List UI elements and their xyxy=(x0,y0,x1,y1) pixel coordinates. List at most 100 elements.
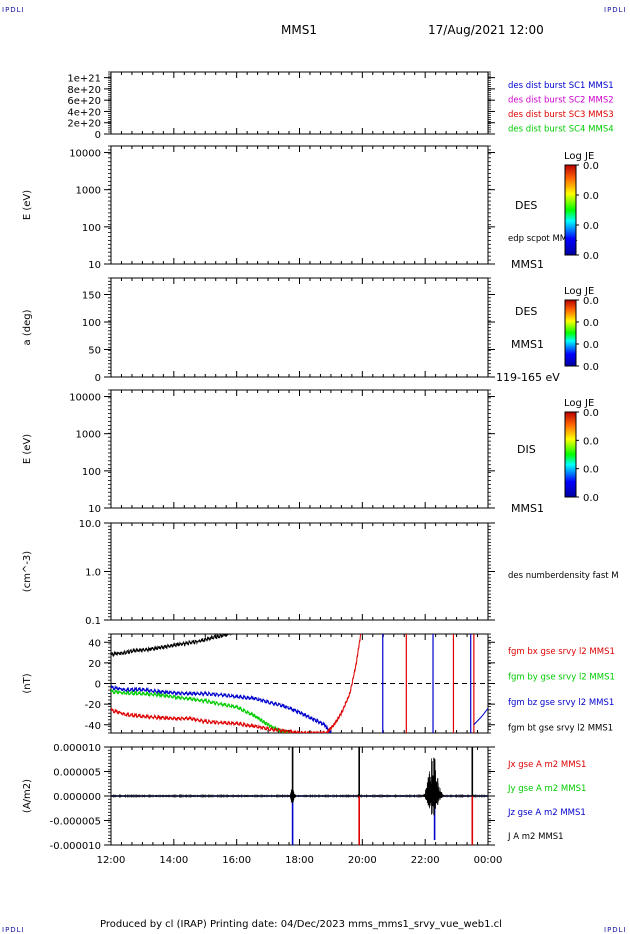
y-tick-label: 2e+20 xyxy=(67,119,101,130)
right-label: DIS xyxy=(517,443,536,456)
x-tick-label: 18:00 xyxy=(285,855,314,866)
panel-dis-energy: 10000 1000 100 10 E (eV) xyxy=(22,389,495,515)
y-tick-label: 10000 xyxy=(69,149,101,160)
y-tick-label: 0.000010 xyxy=(53,743,101,754)
legend-entry: Jz gse A m2 MMS1 xyxy=(507,808,586,818)
j-cluster-small xyxy=(288,788,297,804)
panel-frame xyxy=(110,522,489,621)
y-tick-label: 10000 xyxy=(69,393,101,404)
y-tick-label: -20 xyxy=(85,700,101,711)
y-tick-label: 100 xyxy=(82,467,101,478)
panel-des-pitch-angle: 150 100 50 0 a (deg) xyxy=(22,277,495,384)
y-tick-label: -40 xyxy=(85,721,101,732)
fgm-series xyxy=(111,634,488,733)
y-tick-label: 1e+21 xyxy=(67,74,101,85)
fgm-series-bz xyxy=(111,684,332,733)
y-axis-label: (A/m2) xyxy=(22,779,33,813)
y-tick-label: 150 xyxy=(82,291,101,302)
y-tick-label: 0 xyxy=(95,680,101,691)
x-tick-label: 00:00 xyxy=(474,855,503,866)
y-tick-label: 0.000000 xyxy=(53,792,101,803)
x-tick-label: 14:00 xyxy=(159,855,188,866)
colorbar-label: 0.0 xyxy=(583,408,599,419)
y-tick-label: 8e+20 xyxy=(67,85,101,96)
colorbar-title: Log JE xyxy=(564,398,594,409)
legend-entry: fgm bx gse srvy l2 MMS1 xyxy=(508,647,615,657)
panel-frame xyxy=(110,277,489,378)
y-tick-label: 4e+20 xyxy=(67,107,101,118)
right-label: des numberdensity fast M xyxy=(508,571,619,581)
corner-label-top-right: IPDLI xyxy=(604,6,627,14)
panel-frame xyxy=(110,71,489,135)
fgm-series-bx xyxy=(111,707,326,733)
legend-entry: fgm by gse srvy l2 MMS1 xyxy=(508,673,615,683)
y-tick-label: 10 xyxy=(88,504,101,515)
current-series xyxy=(111,747,488,845)
y-axis-label: E (eV) xyxy=(22,190,33,220)
spacecraft-title: MMS1 xyxy=(281,23,317,37)
legend-entry: Jy gse A m2 MMS1 xyxy=(507,784,586,794)
y-tick-label: 10.0 xyxy=(79,519,101,530)
legend-entry: des dist burst SC3 MMS3 xyxy=(508,110,614,120)
fgm-series-bt xyxy=(111,634,233,658)
y-tick-label: 0.1 xyxy=(85,616,101,627)
right-label: MMS1 xyxy=(511,258,544,271)
y-tick-label: 20 xyxy=(88,659,101,670)
y-tick-label: 1000 xyxy=(76,186,101,197)
colorbar xyxy=(564,299,577,367)
y-tick-label: -0.000010 xyxy=(50,841,101,852)
x-tick-label: 20:00 xyxy=(348,855,377,866)
right-label: MMS1 xyxy=(511,502,544,515)
legend-entry: fgm bt gse srvy l2 MMS1 xyxy=(508,724,613,734)
colorbar-label: 0.0 xyxy=(583,362,599,373)
panel-current-density: 0.000010 0.000005 0.000000 -0.000005 -0.0000… xyxy=(22,743,495,852)
right-label: DES xyxy=(515,199,537,212)
panel-density: 10.0 1.0 0.1 (cm^-3) xyxy=(22,519,495,627)
y-tick-label: 100 xyxy=(82,318,101,329)
y-tick-label: 50 xyxy=(88,346,101,357)
panel-frame xyxy=(110,145,489,265)
fgm-series-by xyxy=(111,688,291,733)
y-tick-label: 0 xyxy=(95,130,101,141)
colorbar-label: 0.0 xyxy=(583,318,599,329)
colorbar xyxy=(564,411,577,498)
colorbar-label: 0.0 xyxy=(583,161,599,172)
footer-credit: Produced by cl (IRAP) Printing date: 04/… xyxy=(100,919,502,930)
legend-entry: des dist burst SC2 MMS2 xyxy=(508,96,614,106)
y-axis-label: (cm^-3) xyxy=(22,551,33,592)
colorbar-title: Log JE xyxy=(564,286,594,297)
colorbar xyxy=(564,164,577,256)
x-tick-label: 22:00 xyxy=(411,855,440,866)
right-label: 119-165 eV xyxy=(496,371,560,384)
legend-entry: fgm bz gse srvy l2 MMS1 xyxy=(508,698,614,708)
corner-label-bottom-left: IPDLI xyxy=(2,926,25,934)
colorbar-label: 0.0 xyxy=(583,221,599,232)
right-label: edp scpot MMS1 xyxy=(508,234,578,244)
colorbar-label: 0.0 xyxy=(583,251,599,262)
panel-des-energy: 10000 1000 100 10 E (eV) xyxy=(22,145,495,271)
colorbar-label: 0.0 xyxy=(583,465,599,476)
colorbar-label: 0.0 xyxy=(583,436,599,447)
colorbar-label: 0.0 xyxy=(583,296,599,307)
y-axis-label: E (eV) xyxy=(22,434,33,464)
j-noise xyxy=(111,794,488,798)
x-tick-label: 12:00 xyxy=(97,855,126,866)
legend-entry: des dist burst SC4 MMS4 xyxy=(508,125,614,135)
colorbar-label: 0.0 xyxy=(583,340,599,351)
y-tick-label: 10 xyxy=(88,260,101,271)
legend-entry: J A m2 MMS1 xyxy=(507,832,564,842)
fgm-tail xyxy=(473,707,488,726)
colorbar-title: Log JE xyxy=(564,151,594,162)
panel-frame xyxy=(110,389,489,509)
legend-entry: Jx gse A m2 MMS1 xyxy=(507,760,586,770)
plot-datetime: 17/Aug/2021 12:00 xyxy=(428,23,544,37)
x-tick-label: 16:00 xyxy=(222,855,251,866)
y-tick-label: 1.0 xyxy=(85,568,101,579)
right-label: MMS1 xyxy=(511,338,544,351)
y-tick-label: 0.000005 xyxy=(53,768,101,779)
fgm-series-bx-recovery xyxy=(325,634,362,733)
corner-label-top-left: IPDLI xyxy=(2,6,25,14)
corner-label-bottom-right: IPDLI xyxy=(604,926,627,934)
